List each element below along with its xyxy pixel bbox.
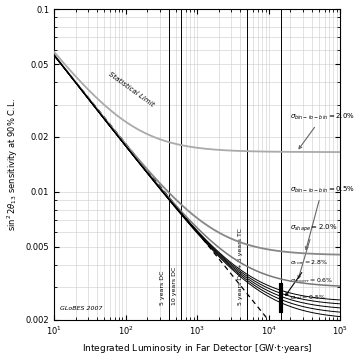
Text: $\sigma_{bin-to-bin} = 0.5\%$: $\sigma_{bin-to-bin} = 0.5\%$ [290,185,354,249]
Text: $\sigma_{corr} = 2.8\%$: $\sigma_{corr} = 2.8\%$ [286,258,327,295]
Text: $\sigma_{cal} = 0.5\%$: $\sigma_{cal} = 0.5\%$ [290,293,325,302]
Text: 5 years DC: 5 years DC [160,271,165,305]
Text: $\sigma_{bin-to-bin} = 2.0\%$: $\sigma_{bin-to-bin} = 2.0\%$ [290,112,354,149]
Text: 10 years DC: 10 years DC [172,267,177,305]
Text: GLoBES 2007: GLoBES 2007 [60,306,102,311]
X-axis label: Integrated Luminosity in Far Detector [GW$\cdot$t$\cdot$years]: Integrated Luminosity in Far Detector [G… [82,343,313,356]
Text: $\sigma_{uncorr} = 0.6\%$: $\sigma_{uncorr} = 0.6\%$ [290,276,333,285]
Y-axis label: $\sin^2 2\theta_{13}$ sensitivity at 90% C.L.: $\sin^2 2\theta_{13}$ sensitivity at 90%… [5,98,20,231]
Text: Statistical Limit: Statistical Limit [107,71,155,108]
Text: 5 years DC + 5 years TC: 5 years DC + 5 years TC [238,228,243,305]
Text: $\sigma_{shape} = 2.0\%$: $\sigma_{shape} = 2.0\%$ [290,222,337,278]
